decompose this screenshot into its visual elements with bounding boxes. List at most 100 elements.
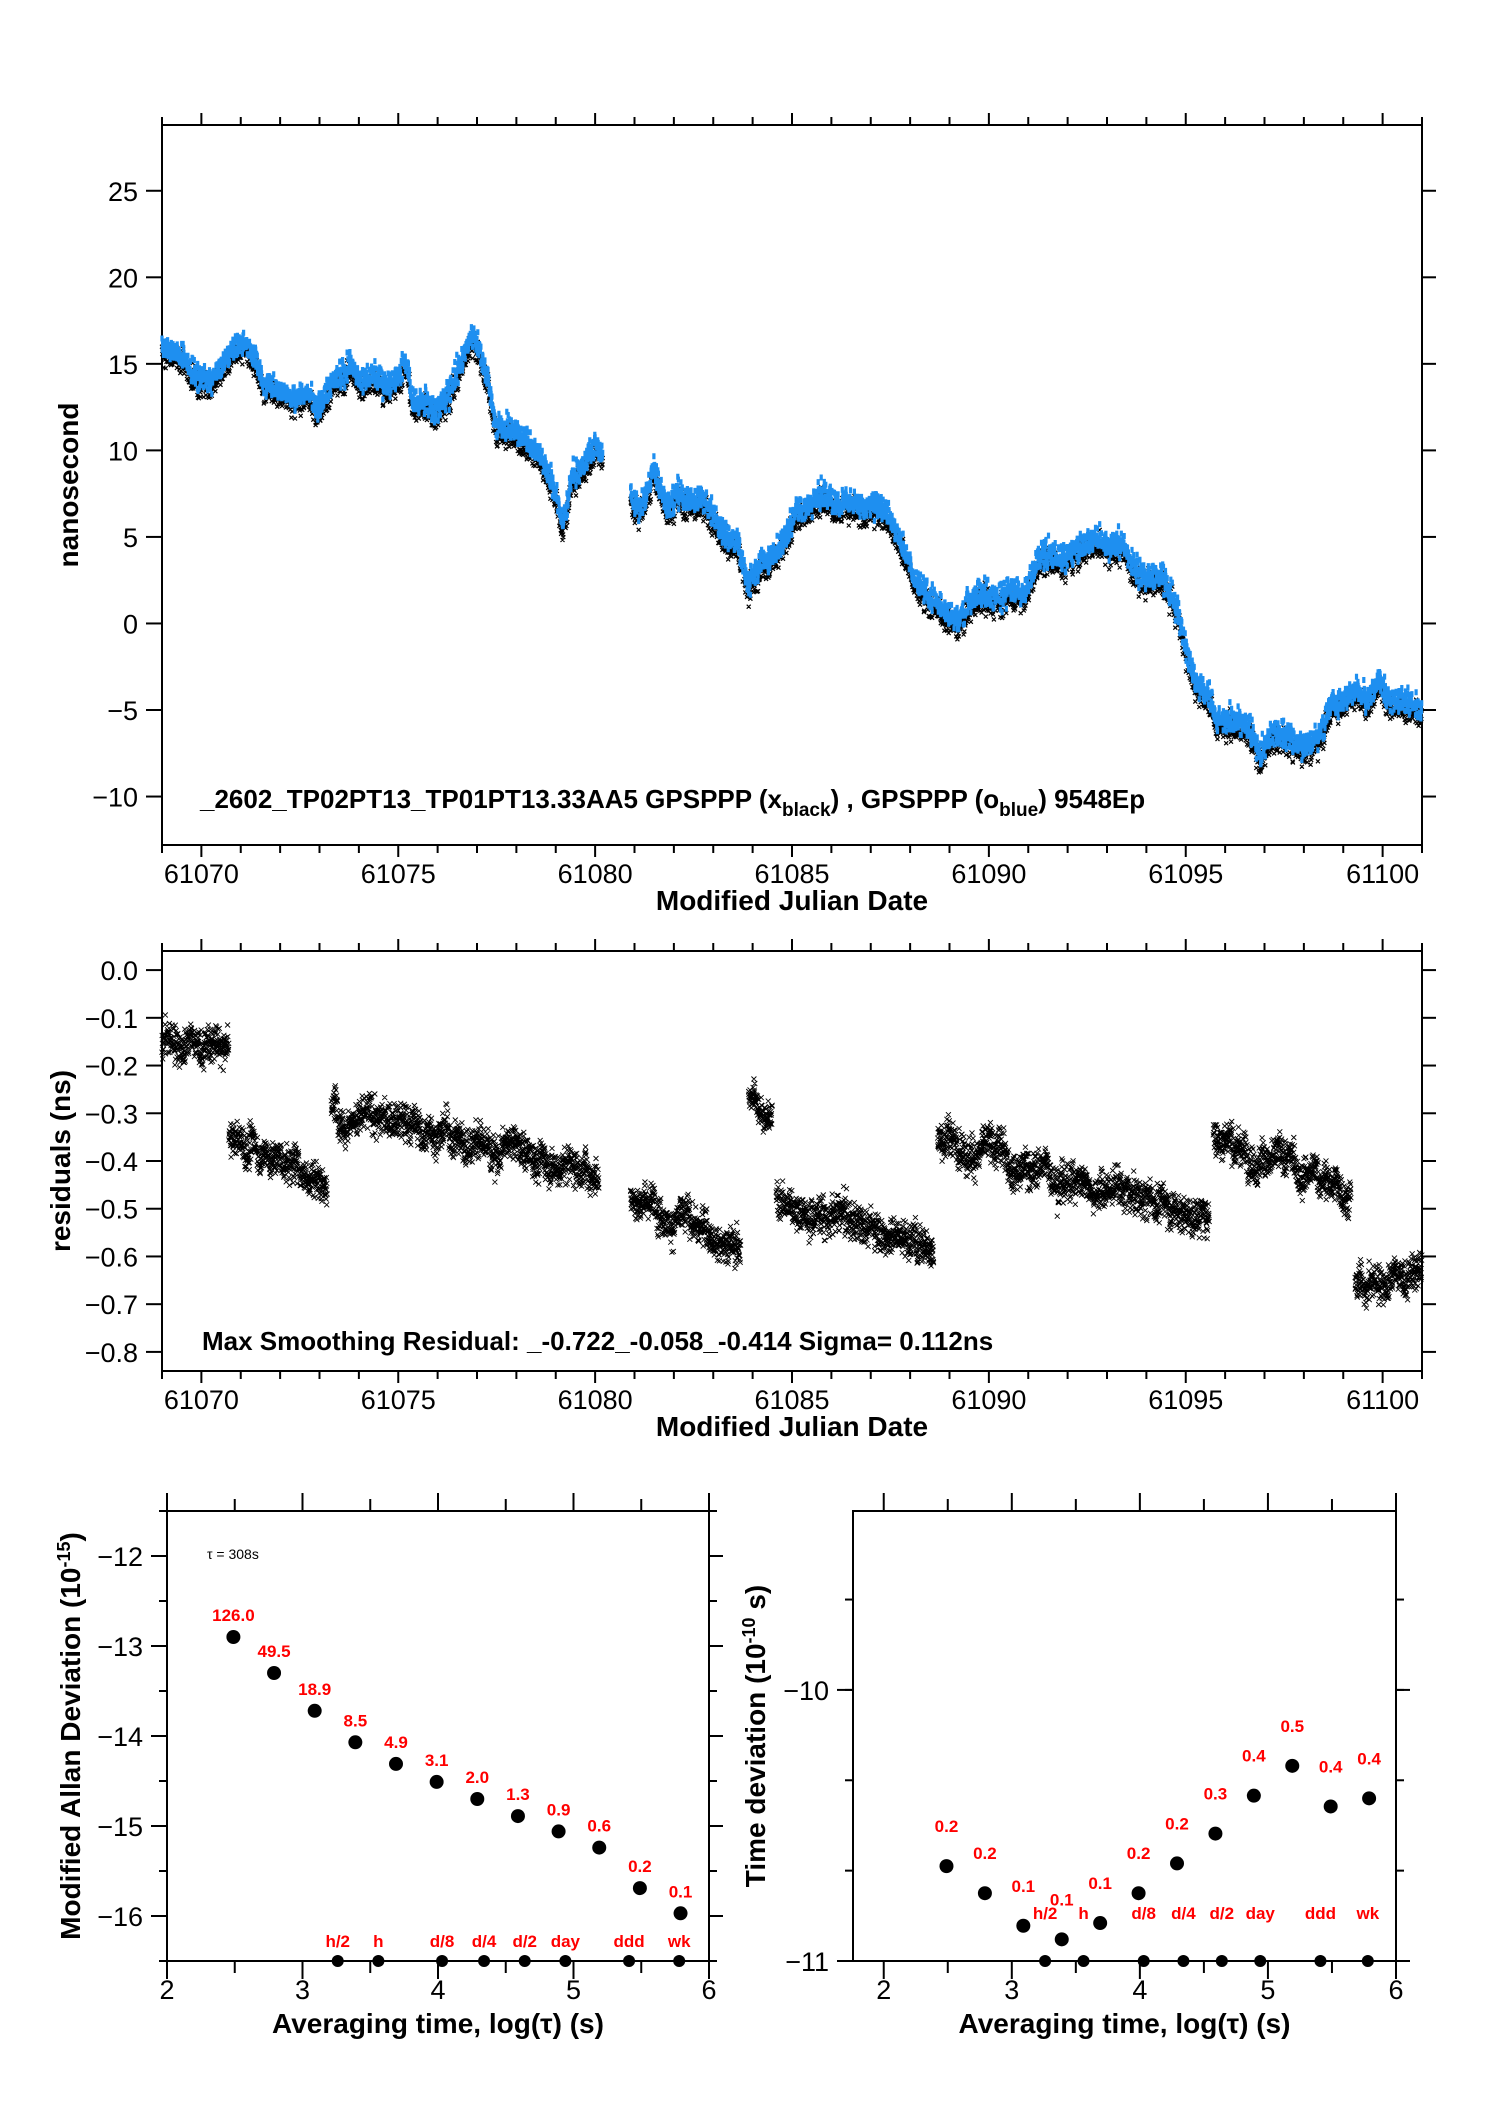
x-tick-label: 5 bbox=[566, 1975, 581, 2005]
time-deviation-chart: 2 3 4 5 6 −10 −11 0.2 0.2 0.1 0.1 0.1 0.2 0.2 0.3 0.4 0.… bbox=[739, 1493, 1410, 2039]
x-tick-label: 61080 bbox=[558, 1385, 633, 1415]
period-marker-label: ddd bbox=[1305, 1904, 1336, 1923]
x-tick-label: 61075 bbox=[361, 1385, 436, 1415]
x-tick-label: 5 bbox=[1260, 1975, 1275, 2005]
data-point bbox=[1093, 1916, 1108, 1931]
x-tick-label: 61100 bbox=[1346, 1385, 1419, 1415]
period-marker-dot bbox=[1039, 1955, 1052, 1967]
period-marker-label: day bbox=[1246, 1904, 1276, 1923]
period-marker-dot bbox=[1077, 1955, 1090, 1967]
x-tick-label: 61070 bbox=[164, 859, 239, 889]
data-label: 0.4 bbox=[1357, 1749, 1381, 1768]
data-point bbox=[1170, 1856, 1185, 1871]
y-axis-title-exp: -10 bbox=[739, 1617, 759, 1643]
x-tick-label: 61095 bbox=[1148, 1385, 1223, 1415]
data-label: 0.4 bbox=[1242, 1747, 1266, 1766]
y-tick-label: −5 bbox=[107, 696, 138, 726]
x-tick-label: 61090 bbox=[951, 1385, 1026, 1415]
series-black-x bbox=[159, 330, 1425, 775]
residuals-chart: 61070 61075 61080 61085 61090 61095 61100 0.0 −0… bbox=[45, 939, 1436, 1442]
period-marker-dot bbox=[1215, 1955, 1228, 1967]
data-label: 0.1 bbox=[1012, 1877, 1036, 1896]
y-axis-title: Modified Allan Deviation (10-15) bbox=[54, 1532, 86, 1940]
y-tick-label: −10 bbox=[783, 1676, 829, 1706]
data-label: 0.6 bbox=[587, 1817, 611, 1836]
data-label: 3.1 bbox=[425, 1751, 449, 1770]
period-marker-label: d/4 bbox=[472, 1932, 497, 1951]
period-marker-dot bbox=[518, 1955, 531, 1967]
data-point bbox=[1054, 1932, 1069, 1947]
x-tick-label: 61085 bbox=[754, 1385, 829, 1415]
period-marker-dot bbox=[1177, 1955, 1190, 1967]
data-point bbox=[1362, 1791, 1377, 1806]
data-label: 0.2 bbox=[1165, 1814, 1189, 1833]
period-marker-label: d/8 bbox=[430, 1932, 455, 1951]
data-label: 0.2 bbox=[628, 1857, 652, 1876]
data-label: 4.9 bbox=[384, 1733, 408, 1752]
period-marker-dot bbox=[331, 1955, 344, 1967]
data-label: 0.5 bbox=[1280, 1717, 1304, 1736]
tau-note: τ = 308s bbox=[207, 1546, 259, 1562]
period-marker-dot bbox=[372, 1955, 385, 1967]
period-marker-label: wk bbox=[667, 1932, 691, 1951]
data-label: 0.9 bbox=[547, 1800, 571, 1819]
data-label: 0.3 bbox=[1204, 1785, 1228, 1804]
x-axis-title: Modified Julian Date bbox=[656, 1411, 928, 1442]
y-tick-label: −0.8 bbox=[85, 1338, 138, 1368]
data-point bbox=[1016, 1918, 1031, 1933]
data-label: 0.2 bbox=[973, 1844, 997, 1863]
y-tick-label: −0.2 bbox=[85, 1052, 138, 1082]
y-tick-label: 25 bbox=[108, 177, 138, 207]
data-point bbox=[1208, 1826, 1223, 1841]
data-label: 0.1 bbox=[669, 1882, 693, 1901]
data-label: 0.1 bbox=[1050, 1890, 1074, 1909]
annotation-sub1: black bbox=[782, 800, 831, 821]
data-label: 49.5 bbox=[257, 1642, 290, 1661]
x-tick-label: 61080 bbox=[558, 859, 633, 889]
phase-points-blue bbox=[160, 324, 1424, 768]
data-point bbox=[429, 1774, 444, 1789]
annotation-sub2: blue bbox=[999, 800, 1038, 821]
x-tick-label: 3 bbox=[295, 1975, 310, 2005]
y-tick-label: −0.7 bbox=[85, 1290, 138, 1320]
data-label: 0.4 bbox=[1319, 1757, 1343, 1776]
y-axis-title-main: Modified Allan Deviation (10 bbox=[55, 1568, 86, 1940]
data-point bbox=[551, 1824, 566, 1839]
period-marker-dot bbox=[1137, 1955, 1150, 1967]
y-axis-title-tail: s) bbox=[740, 1585, 771, 1618]
data-point bbox=[1285, 1758, 1300, 1773]
data-point bbox=[388, 1756, 403, 1771]
x-axis-title: Averaging time, log(τ) (s) bbox=[272, 2008, 604, 2039]
modified-allan-deviation-chart: 2 3 4 5 6 −12 −13 −14 −15 −16 126.049.5 18.9 8.5 4.9 3… bbox=[54, 1493, 723, 2039]
period-marker-label: d/2 bbox=[1210, 1904, 1235, 1923]
data-point bbox=[510, 1809, 525, 1824]
x-tick-label: 61070 bbox=[164, 1385, 239, 1415]
data-point bbox=[470, 1792, 485, 1806]
data-point bbox=[592, 1840, 607, 1855]
phase-points-black bbox=[159, 330, 1425, 775]
y-tick-label: −16 bbox=[97, 1902, 143, 1932]
period-marker-dot bbox=[478, 1955, 491, 1967]
y-tick-label: 0.0 bbox=[100, 956, 138, 986]
annotation-mid: ) , GPSPPP (o bbox=[831, 784, 1000, 814]
data-label: 1.3 bbox=[506, 1785, 530, 1804]
y-axis-title: nanosecond bbox=[53, 403, 84, 568]
y-axis-title-main: Time deviation (10 bbox=[740, 1643, 771, 1887]
period-marker-dot bbox=[1314, 1955, 1327, 1967]
series-blue-o bbox=[160, 324, 1424, 768]
series-annotation: _2602_TP02PT13_TP01PT13.33AA5 GPSPPP (xb… bbox=[199, 784, 1145, 821]
y-axis-title: residuals (ns) bbox=[45, 1070, 76, 1252]
data-point bbox=[632, 1881, 647, 1896]
period-marker-dot bbox=[1361, 1955, 1374, 1967]
period-marker-label: wk bbox=[1355, 1904, 1379, 1923]
x-axis-title: Averaging time, log(τ) (s) bbox=[959, 2008, 1291, 2039]
y-tick-label: −14 bbox=[97, 1722, 143, 1752]
period-marker-dot bbox=[559, 1955, 572, 1967]
y-axis-title-tail: ) bbox=[55, 1532, 86, 1541]
residual-annotation: Max Smoothing Residual: _-0.722_-0.058_-… bbox=[202, 1326, 993, 1356]
y-axis-title: Time deviation (10-10 s) bbox=[739, 1585, 771, 1888]
annotation-prefix: _2602_TP02PT13_TP01PT13.33AA5 GPSPPP (x bbox=[199, 784, 783, 814]
data-point bbox=[977, 1886, 992, 1901]
phase-chart: 61070 61075 61080 61085 61090 61095 61100 −10 −5… bbox=[53, 113, 1436, 916]
residual-points bbox=[159, 1012, 1425, 1311]
